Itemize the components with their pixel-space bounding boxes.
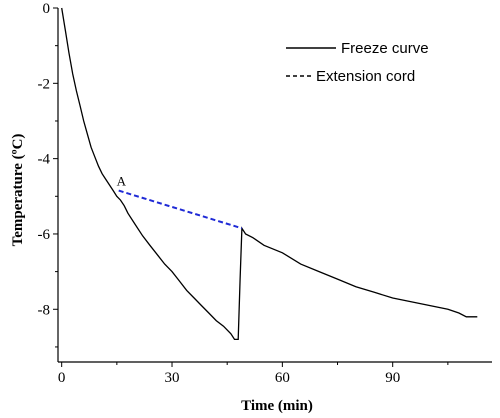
axes: [57, 8, 492, 363]
series-line-extension-cord: [118, 189, 243, 230]
ticks: 0 30 60 90 0 -2 -4 -6 -8: [38, 1, 449, 386]
legend: Freeze curve Extension cord: [286, 40, 429, 85]
series-line-freeze-curve: [61, 7, 478, 341]
legend-label-freeze-curve: Freeze curve: [341, 40, 429, 57]
x-tick-label: 30: [165, 370, 180, 386]
y-tick-label: 0: [43, 1, 51, 17]
x-axis-title: Time (min): [241, 398, 313, 414]
y-axis-title: Temperature (ºC): [10, 134, 26, 247]
x-tick-label: 0: [58, 370, 66, 386]
annotation-layer: A: [117, 174, 127, 189]
legend-label-extension-cord: Extension cord: [316, 68, 415, 85]
y-tick-label: -6: [38, 227, 51, 243]
x-tick-label: 90: [385, 370, 400, 386]
y-tick-label: -2: [38, 76, 51, 92]
y-tick-label: -4: [38, 152, 51, 168]
series-layer: [61, 7, 478, 341]
x-tick-label: 60: [275, 370, 290, 386]
annotation-label: A: [117, 174, 127, 189]
y-tick-label: -8: [38, 302, 51, 318]
